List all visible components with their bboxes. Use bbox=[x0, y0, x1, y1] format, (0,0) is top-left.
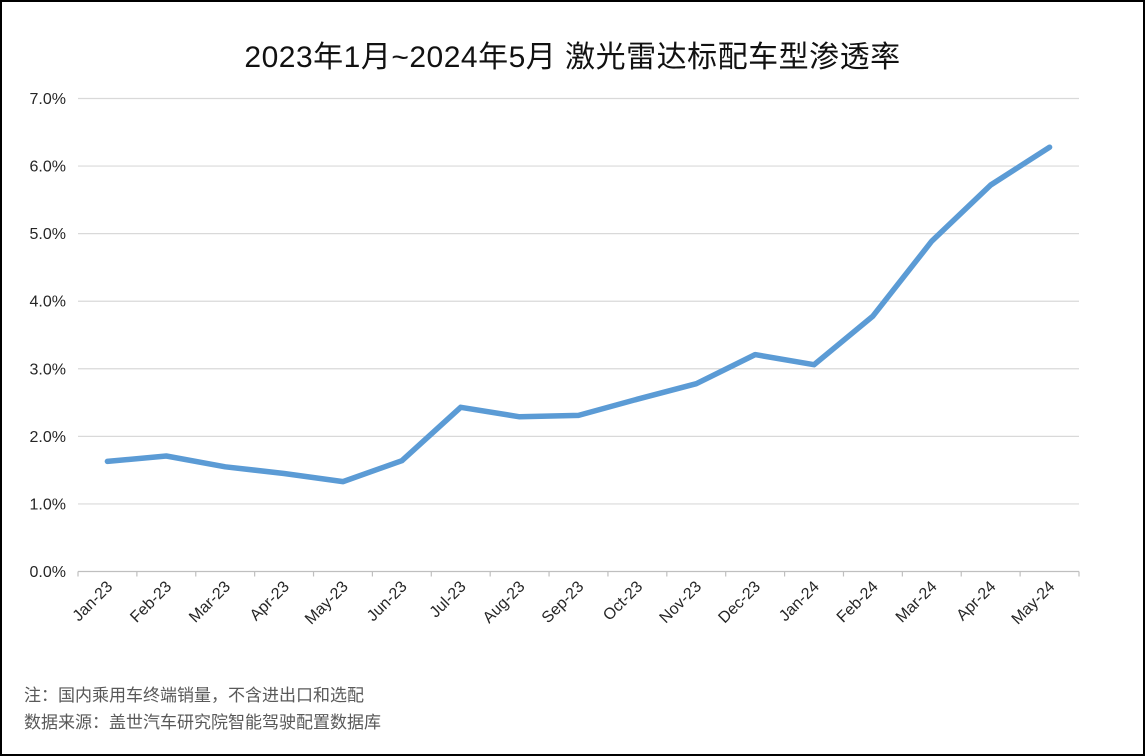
x-axis-tick-label: Oct-23 bbox=[600, 578, 646, 624]
x-axis-tick-label: Jul-23 bbox=[427, 578, 470, 621]
x-axis-tick-label: Feb-23 bbox=[127, 578, 175, 626]
x-axis-tick-label: Aug-23 bbox=[480, 578, 529, 627]
y-axis-tick-label: 4.0% bbox=[30, 294, 66, 311]
y-axis-tick-label: 6.0% bbox=[30, 159, 66, 176]
chart-title: 2023年1月~2024年5月 激光雷达标配车型渗透率 bbox=[244, 41, 901, 74]
note-line-2: 数据来源：盖世汽车研究院智能驾驶配置数据库 bbox=[24, 713, 381, 732]
note-line-1: 注：国内乘用车终端销量，不含进出口和选配 bbox=[24, 686, 364, 705]
x-axis-tick-label: Feb-24 bbox=[834, 578, 882, 626]
x-axis-tick-label: Mar-24 bbox=[893, 578, 941, 626]
x-axis-tick-label: Nov-23 bbox=[657, 578, 706, 627]
x-axis-tick-label: May-23 bbox=[302, 578, 352, 628]
y-axis-tick-label: 2.0% bbox=[30, 429, 66, 446]
x-axis-tick-label: May-24 bbox=[1009, 578, 1059, 628]
x-axis-tick-label: Jan-24 bbox=[776, 578, 823, 625]
x-axis-tick-label: Jan-23 bbox=[70, 578, 117, 625]
y-axis-tick-label: 3.0% bbox=[30, 361, 66, 378]
x-axis-tick-label: Apr-23 bbox=[247, 578, 293, 624]
x-axis-tick-label: Jun-23 bbox=[364, 578, 411, 625]
y-axis-tick-label: 7.0% bbox=[30, 91, 66, 108]
chart-notes: 注：国内乘用车终端销量，不含进出口和选配 数据来源：盖世汽车研究院智能驾驶配置数… bbox=[24, 682, 381, 736]
y-axis-tick-label: 1.0% bbox=[30, 496, 66, 513]
y-axis-tick-label: 5.0% bbox=[30, 226, 66, 243]
x-axis-tick-label: Apr-24 bbox=[954, 578, 1000, 624]
x-axis-tick-label: Sep-23 bbox=[539, 578, 588, 627]
x-axis-tick-label: Dec-23 bbox=[715, 578, 764, 627]
data-line-series bbox=[104, 144, 1053, 485]
x-axis-tick-label: Mar-23 bbox=[186, 578, 234, 626]
y-axis-tick-label: 0.0% bbox=[30, 564, 66, 581]
